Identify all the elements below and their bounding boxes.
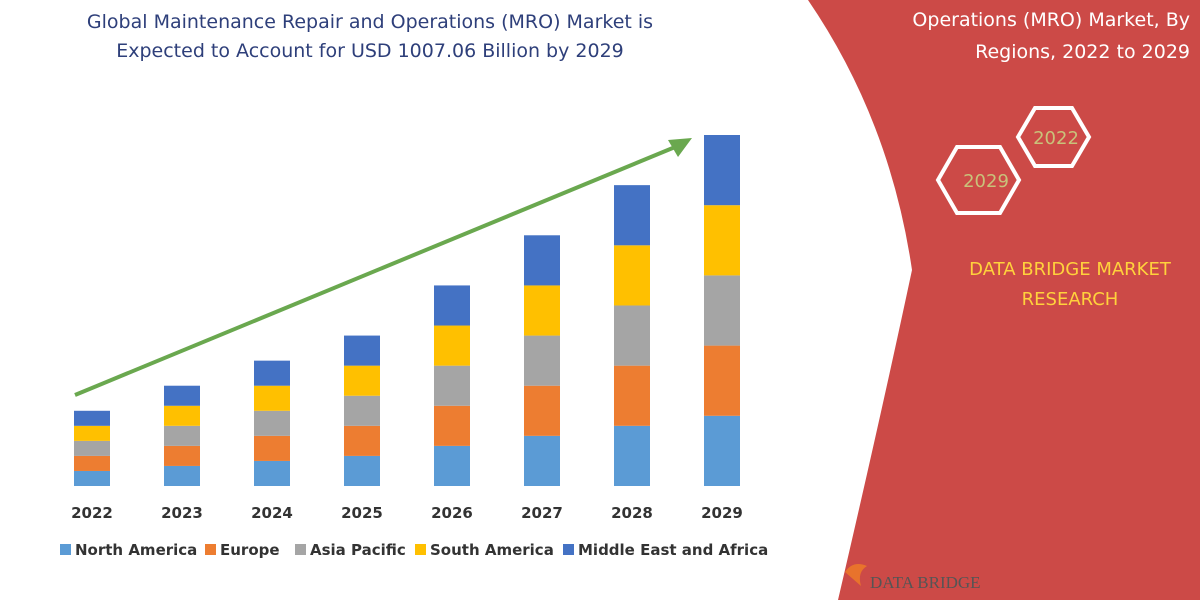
bar-segment: [524, 235, 560, 286]
bar-segment: [164, 385, 200, 406]
legend-label: Europe: [220, 541, 280, 559]
bar-segment: [614, 185, 650, 246]
legend-swatch: [205, 544, 216, 555]
title-line: Operations (MRO) Market, By: [912, 9, 1190, 31]
bar-segment: [254, 410, 290, 436]
bar-segment: [614, 245, 650, 306]
legend-swatch: [60, 544, 71, 555]
legend-swatch: [563, 544, 574, 555]
brand: DATA BRIDGE MARKET RESEARCH: [920, 255, 1200, 315]
logo-text: DATA BRIDGE: [870, 573, 981, 592]
x-tick-label: 2028: [611, 504, 653, 522]
bar-segment: [164, 425, 200, 446]
side-panel: [808, 0, 1200, 600]
bar-segment: [254, 385, 290, 411]
bar-segment: [74, 440, 110, 456]
bar-segment: [614, 425, 650, 486]
arrow-head: [668, 138, 692, 157]
x-tick-label: 2024: [251, 504, 293, 522]
bar-segment: [524, 435, 560, 486]
bar-segment: [524, 285, 560, 336]
x-tick-label: 2023: [161, 504, 203, 522]
legend-label: Middle East and Africa: [578, 541, 768, 559]
bar-segment: [254, 435, 290, 461]
bar-segment: [74, 410, 110, 426]
bar-segment: [344, 335, 380, 366]
legend-label: North America: [75, 541, 197, 559]
bar-segment: [614, 305, 650, 366]
bar-segment: [164, 445, 200, 466]
hexagon-label: 2029: [963, 171, 1009, 192]
x-tick-label: 2029: [701, 504, 743, 522]
bar-segment: [524, 335, 560, 386]
title-line: Global Maintenance Repair and Operations…: [86, 11, 654, 33]
bar-segment: [254, 360, 290, 386]
panel-title: Operations (MRO) Market, By Regions, 202…: [830, 4, 1190, 68]
hexagon: [935, 145, 1022, 215]
bar-segment: [704, 205, 740, 276]
bar-segment: [164, 405, 200, 426]
bar-segment: [254, 460, 290, 486]
bar-segment: [614, 365, 650, 426]
legend-swatch: [295, 544, 306, 555]
trend-arrow: [74, 143, 681, 397]
x-tick-label: 2027: [521, 504, 563, 522]
x-tick-label: 2026: [431, 504, 473, 522]
bar-segment: [434, 445, 470, 486]
x-tick-label: 2022: [71, 504, 113, 522]
legend-label: Asia Pacific: [310, 541, 406, 559]
bar-segment: [434, 365, 470, 406]
hexagon-label: 2022: [1033, 128, 1079, 149]
bar-segment: [434, 285, 470, 326]
chart-title: Global Maintenance Repair and Operations…: [40, 8, 700, 66]
hexagon: [1015, 106, 1092, 168]
bar-segment: [74, 470, 110, 486]
brand-line: DATA BRIDGE MARKET: [969, 259, 1171, 280]
title-line: Regions, 2022 to 2029: [975, 41, 1190, 63]
bar-segment: [344, 395, 380, 426]
bar-segment: [74, 455, 110, 471]
bar-segment: [344, 455, 380, 486]
bar-segment: [434, 325, 470, 366]
legend-label: South America: [430, 541, 554, 559]
bars: 2022 2023 2024 2025 2026 2027 2028 2029 North Am…: [60, 135, 768, 559]
logo-icon: [845, 564, 867, 586]
bar-segment: [164, 465, 200, 486]
bar-segment: [704, 345, 740, 416]
bar-segment: [344, 365, 380, 396]
brand-line: RESEARCH: [1021, 289, 1119, 310]
bar-segment: [524, 385, 560, 436]
bar-segment: [704, 275, 740, 346]
bar-segment: [704, 135, 740, 206]
bar-segment: [344, 425, 380, 456]
bar-segment: [74, 425, 110, 441]
title-line: Expected to Account for USD 1007.06 Bill…: [116, 40, 624, 62]
bar-segment: [704, 415, 740, 486]
bar-segment: [434, 405, 470, 446]
x-tick-label: 2025: [341, 504, 383, 522]
legend-swatch: [415, 544, 426, 555]
